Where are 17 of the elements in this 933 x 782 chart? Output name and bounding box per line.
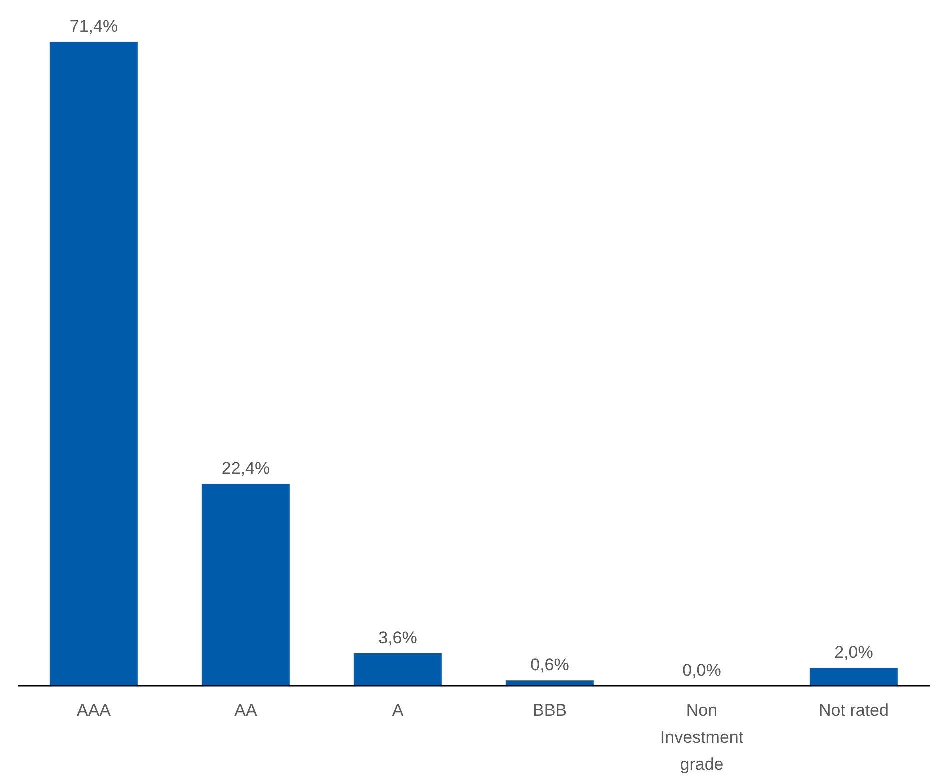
bar xyxy=(202,484,290,686)
bar xyxy=(50,42,138,686)
bar xyxy=(354,654,442,686)
x-tick-label: AA xyxy=(234,701,258,720)
bar xyxy=(506,680,594,686)
data-label: 2,0% xyxy=(834,642,874,662)
x-tick-label: A xyxy=(392,701,404,720)
x-tick-label: Not rated xyxy=(819,701,889,720)
data-label: 22,4% xyxy=(222,458,270,478)
data-label: 71,4% xyxy=(70,17,118,36)
x-tick-label: BBB xyxy=(532,701,568,720)
bar xyxy=(810,668,898,686)
data-label: 3,6% xyxy=(378,628,418,648)
x-tick-label: AAA xyxy=(76,701,112,720)
data-label: 0,0% xyxy=(682,661,722,680)
x-tick-label: Non Investment grade xyxy=(660,701,744,774)
data-label: 0,6% xyxy=(530,656,570,675)
